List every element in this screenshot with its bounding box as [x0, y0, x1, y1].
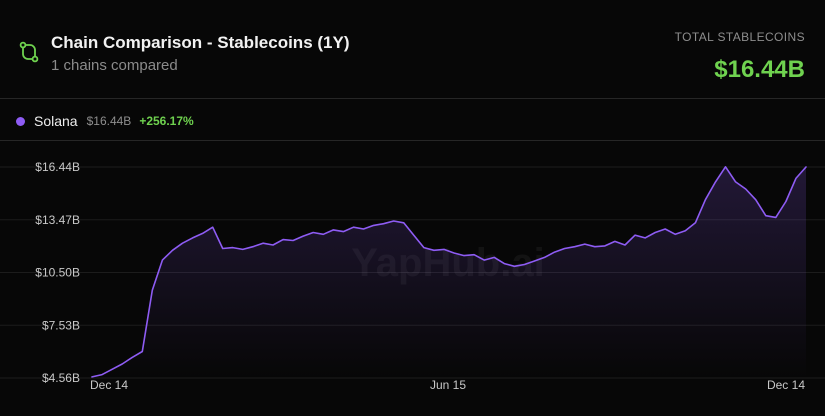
data-point	[393, 220, 394, 221]
data-point	[182, 243, 183, 244]
data-point	[544, 257, 545, 258]
data-point	[604, 245, 605, 246]
data-point	[765, 215, 766, 216]
data-point	[665, 228, 666, 229]
data-point	[474, 254, 475, 255]
data-point	[272, 244, 273, 245]
data-point	[494, 257, 495, 258]
data-point	[645, 237, 646, 238]
data-point	[634, 235, 635, 236]
data-point	[343, 231, 344, 232]
data-point	[564, 248, 565, 249]
total-label: TOTAL STABLECOINS	[674, 30, 805, 44]
data-point	[353, 227, 354, 228]
data-point	[735, 181, 736, 182]
data-point	[745, 188, 746, 189]
data-point	[433, 250, 434, 251]
header-divider	[0, 98, 825, 99]
x-tick-label: Jun 15	[430, 378, 466, 392]
x-tick-label: Dec 14	[767, 378, 805, 392]
data-point	[172, 250, 173, 251]
data-point	[755, 199, 756, 200]
data-point	[293, 240, 294, 241]
data-point	[283, 239, 284, 240]
data-point	[112, 369, 113, 370]
data-point	[675, 234, 676, 235]
data-point	[413, 235, 414, 236]
data-point	[262, 243, 263, 244]
total-value: $16.44B	[714, 56, 805, 83]
data-point	[222, 248, 223, 249]
data-point	[323, 234, 324, 235]
data-point	[805, 166, 806, 167]
data-point	[313, 232, 314, 233]
y-tick-label: $10.50B	[35, 266, 80, 280]
legend-series-name: Solana	[34, 113, 78, 129]
data-point	[403, 222, 404, 223]
data-point	[554, 252, 555, 253]
data-point	[514, 266, 515, 267]
data-point	[624, 244, 625, 245]
data-point	[152, 290, 153, 291]
data-point	[443, 249, 444, 250]
data-point	[655, 232, 656, 233]
stablecoin-area-chart: YapHub.ai $4.56B$7.53B$10.50B$13.47B$16.…	[0, 160, 825, 392]
data-point	[685, 230, 686, 231]
data-point	[484, 260, 485, 261]
data-point	[524, 264, 525, 265]
data-point	[102, 374, 103, 375]
git-compare-icon	[19, 41, 39, 63]
legend-divider	[0, 140, 825, 141]
data-point	[162, 260, 163, 261]
series-area-solana	[92, 166, 806, 378]
legend-swatch	[16, 116, 25, 126]
data-point	[383, 223, 384, 224]
data-point	[202, 233, 203, 234]
page-subtitle: 1 chains compared	[51, 57, 178, 74]
data-point	[574, 246, 575, 247]
data-point	[192, 237, 193, 238]
x-tick-label: Dec 14	[90, 378, 128, 392]
data-point	[363, 228, 364, 229]
data-point	[785, 201, 786, 202]
data-point	[464, 255, 465, 256]
data-point	[242, 249, 243, 250]
data-point	[252, 246, 253, 247]
y-tick-label: $16.44B	[35, 160, 80, 174]
data-point	[333, 229, 334, 230]
data-point	[453, 252, 454, 253]
data-point	[614, 241, 615, 242]
data-point	[122, 363, 123, 364]
data-point	[504, 263, 505, 264]
series-line-solana	[91, 166, 807, 378]
data-point	[584, 244, 585, 245]
data-point	[594, 246, 595, 247]
legend-item-solana[interactable]: Solana $16.44B +256.17%	[16, 112, 194, 130]
data-point	[695, 222, 696, 223]
data-point	[775, 217, 776, 218]
legend-series-value: $16.44B	[86, 114, 132, 128]
data-point	[715, 181, 716, 182]
data-point	[142, 351, 143, 352]
data-point	[212, 227, 213, 228]
data-point	[534, 260, 535, 261]
data-point	[373, 225, 374, 226]
card-header: Chain Comparison - Stablecoins (1Y) 1 ch…	[0, 0, 825, 98]
data-point	[705, 199, 706, 200]
data-point	[232, 247, 233, 248]
y-tick-label: $13.47B	[35, 213, 80, 227]
data-point	[423, 247, 424, 248]
page-title: Chain Comparison - Stablecoins (1Y)	[51, 33, 350, 52]
legend-series-change: +256.17%	[139, 114, 194, 128]
data-point	[303, 236, 304, 237]
data-point	[132, 357, 133, 358]
data-point	[795, 178, 796, 179]
y-tick-label: $7.53B	[42, 318, 80, 332]
y-tick-label: $4.56B	[42, 371, 80, 385]
data-point	[725, 166, 726, 167]
